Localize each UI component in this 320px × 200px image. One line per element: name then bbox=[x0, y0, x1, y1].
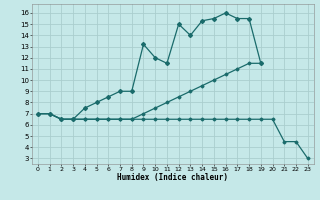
X-axis label: Humidex (Indice chaleur): Humidex (Indice chaleur) bbox=[117, 173, 228, 182]
